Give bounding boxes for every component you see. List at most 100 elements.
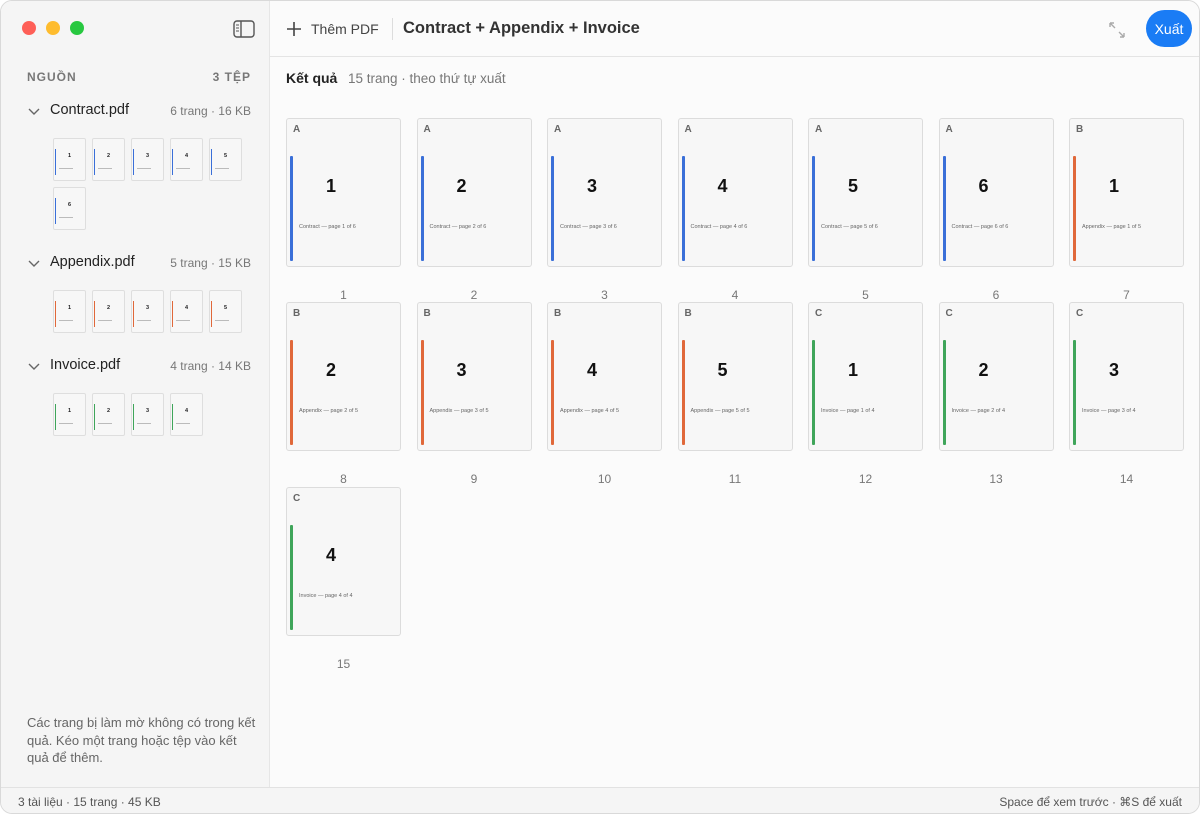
- page-source-tag: A: [554, 124, 562, 135]
- page-card[interactable]: B 5 Appendix — page 5 of 5: [677, 302, 793, 452]
- thumb-accent: [133, 404, 134, 430]
- page-card[interactable]: C 1 Invoice — page 1 of 4: [808, 302, 923, 452]
- thumb-accent: [172, 149, 173, 175]
- thumb-caption-line: [137, 320, 151, 321]
- thumb-number: 2: [106, 153, 111, 159]
- page-number: 3: [586, 176, 597, 196]
- page-accent-bar: [290, 524, 293, 630]
- page-thumbnail[interactable]: 5: [209, 138, 242, 181]
- page-caption: Appendix — page 3 of 5: [429, 408, 489, 415]
- file-name[interactable]: Contract.pdf: [50, 102, 129, 118]
- page-card[interactable]: A 4 Contract — page 4 of 6: [677, 118, 793, 267]
- page-card[interactable]: C 3 Invoice — page 3 of 4: [1069, 302, 1184, 452]
- page-card[interactable]: A 6 Contract — page 6 of 6: [938, 118, 1054, 267]
- thumb-accent: [211, 301, 212, 327]
- page-caption: Invoice — page 2 of 4: [951, 408, 1006, 415]
- thumb-number: 2: [106, 305, 111, 311]
- page-number: 4: [717, 176, 728, 196]
- page-number: 5: [717, 360, 728, 381]
- sidebar-heading: NGUỒN: [27, 70, 77, 84]
- page-caption: Appendix — page 2 of 5: [299, 408, 359, 415]
- page-number: 4: [325, 544, 336, 565]
- page-thumbnail[interactable]: 1: [53, 290, 86, 333]
- zoom-button[interactable]: [70, 21, 84, 35]
- disclosure-chevron[interactable]: [28, 107, 40, 117]
- minimize-button[interactable]: [46, 21, 60, 35]
- results-meta: 15 trang · theo thứ tự xuất: [348, 71, 506, 86]
- disclosure-chevron[interactable]: [28, 259, 40, 269]
- page-index: 15: [336, 656, 351, 671]
- page-accent-bar: [551, 156, 554, 261]
- page-thumbnail[interactable]: 4: [170, 393, 203, 436]
- page-thumbnail[interactable]: 1: [53, 393, 86, 436]
- page-number: 4: [586, 360, 597, 381]
- page-index: 10: [597, 472, 612, 487]
- thumb-number: 5: [223, 305, 228, 311]
- page-thumbnail[interactable]: 3: [131, 138, 164, 181]
- page-source-tag: C: [293, 492, 301, 504]
- page-thumbnail[interactable]: 2: [92, 138, 125, 181]
- page-index: 13: [989, 472, 1003, 487]
- thumb-accent: [94, 301, 95, 327]
- page-card[interactable]: B 2 Appendix — page 2 of 5: [286, 302, 401, 452]
- page-source-tag: A: [293, 124, 301, 135]
- page-source-tag: C: [945, 308, 953, 320]
- page-card[interactable]: B 1 Appendix — page 1 of 5: [1069, 118, 1184, 267]
- sidebar-toggle[interactable]: [233, 20, 255, 38]
- page-thumbnail[interactable]: 1: [53, 138, 86, 181]
- page-caption: Contract — page 6 of 6: [951, 224, 1009, 230]
- page-index: 12: [858, 472, 873, 487]
- expand-icon[interactable]: [1107, 20, 1127, 40]
- page-thumbnail[interactable]: 2: [92, 393, 125, 436]
- thumb-caption-line: [176, 320, 190, 321]
- page-caption: Invoice — page 1 of 4: [821, 408, 875, 415]
- page-card[interactable]: A 1 Contract — page 1 of 6: [286, 118, 401, 267]
- file-name[interactable]: Invoice.pdf: [50, 357, 121, 373]
- page-card[interactable]: C 4 Invoice — page 4 of 4: [286, 486, 401, 636]
- page-thumbnail[interactable]: 6: [53, 187, 86, 230]
- thumb-accent: [55, 198, 56, 224]
- page-source-tag: B: [423, 308, 431, 320]
- thumb-accent: [172, 404, 173, 430]
- plus-icon: [287, 22, 301, 36]
- page-index: 5: [862, 288, 869, 302]
- file-name[interactable]: Appendix.pdf: [50, 254, 135, 270]
- page-caption: Contract — page 5 of 6: [821, 224, 878, 230]
- toolbar: Thêm PDF Contract + Appendix + Invoice X…: [270, 1, 1199, 57]
- page-index: 7: [1123, 288, 1130, 302]
- close-button[interactable]: [22, 21, 36, 35]
- page-thumbnail[interactable]: 3: [131, 393, 164, 436]
- page-card[interactable]: A 2 Contract — page 2 of 6: [416, 118, 532, 267]
- page-thumbnail[interactable]: 5: [209, 290, 242, 333]
- page-thumbnail[interactable]: 2: [92, 290, 125, 333]
- page-accent-bar: [420, 340, 424, 446]
- page-number: 2: [978, 360, 989, 381]
- page-source-tag: C: [1076, 308, 1084, 320]
- status-summary: 3 tài liệu · 15 trang · 45 KB: [18, 795, 161, 809]
- page-caption: Invoice — page 3 of 4: [1082, 408, 1136, 415]
- thumb-accent: [172, 301, 173, 327]
- thumb-caption-line: [215, 320, 229, 321]
- add-pdf-button[interactable]: Thêm PDF: [286, 18, 379, 40]
- export-button[interactable]: Xuất: [1146, 10, 1192, 47]
- thumb-number: 5: [223, 153, 228, 159]
- page-thumbnail[interactable]: 4: [170, 290, 203, 333]
- page-card[interactable]: A 5 Contract — page 5 of 6: [808, 118, 923, 267]
- page-thumbnail[interactable]: 3: [131, 290, 164, 333]
- page-accent-bar: [681, 156, 685, 261]
- page-thumbnail[interactable]: 4: [170, 138, 203, 181]
- page-card[interactable]: C 2 Invoice — page 2 of 4: [938, 302, 1054, 452]
- page-accent-bar: [551, 340, 554, 446]
- disclosure-chevron[interactable]: [28, 362, 40, 372]
- page-card[interactable]: B 4 Appendix — page 4 of 5: [547, 302, 662, 452]
- file-meta: 6 trang · 16 KB: [170, 104, 251, 118]
- page-caption: Appendix — page 5 of 5: [690, 408, 750, 415]
- thumb-accent: [94, 149, 95, 175]
- page-card[interactable]: A 3 Contract — page 3 of 6: [547, 118, 662, 267]
- page-index: 4: [731, 288, 739, 302]
- page-card[interactable]: B 3 Appendix — page 3 of 5: [416, 302, 532, 452]
- results-heading: Kết quả: [286, 70, 338, 86]
- file-count: 3 TỆP: [212, 70, 251, 84]
- sidebar: NGUỒN 3 TỆP Contract.pdf 6 trang · 16 KB 1…: [1, 1, 270, 787]
- thumb-number: 2: [106, 408, 111, 414]
